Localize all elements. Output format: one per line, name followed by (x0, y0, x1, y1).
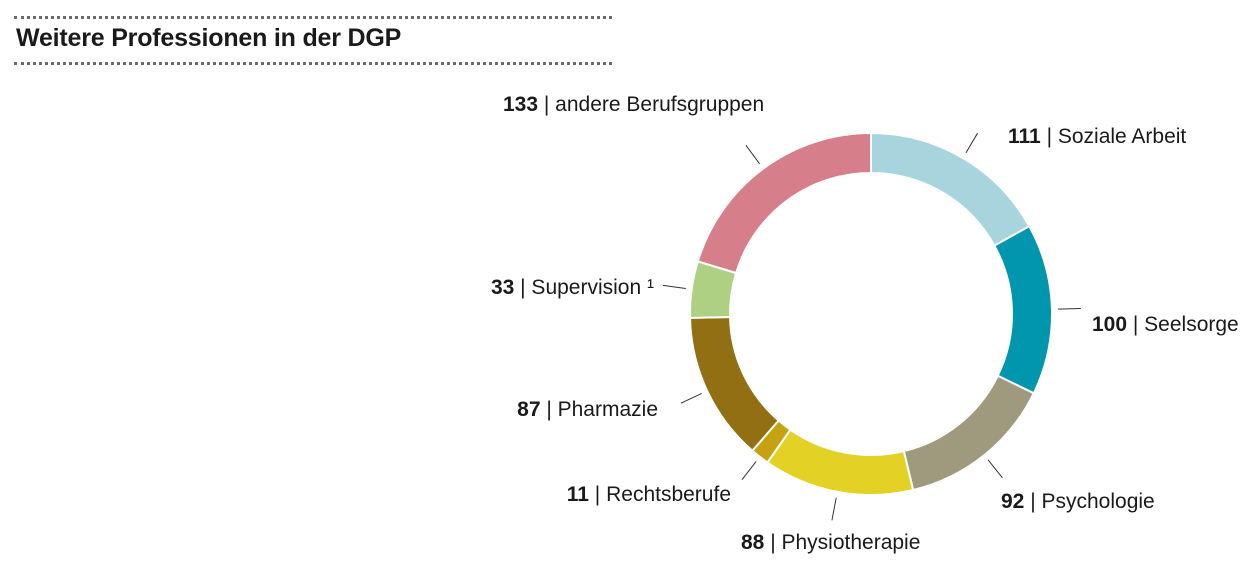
label-name-rechtsberufe: | Rechtsberufe (589, 483, 731, 506)
label-name-supervision: | Supervision ¹ (514, 276, 654, 299)
label-value-rechtsberufe: 11 (567, 483, 590, 506)
leader-psychologie (987, 459, 1003, 479)
donut-slices (689, 131, 1053, 496)
leader-lines (662, 132, 1081, 521)
label-physiotherapie: 88 | Physiotherapie (741, 531, 920, 554)
slice-soziale-arbeit (870, 131, 1031, 248)
slice-psychologie (902, 374, 1036, 492)
leader-pharmazie (680, 393, 702, 404)
label-seelsorge: 100 | Seelsorge (1092, 313, 1239, 336)
leader-andere-berufsgruppen (745, 145, 761, 165)
label-rechtsberufe: 11 | Rechtsberufe (567, 483, 731, 506)
label-name-pharmazie: | Pharmazie (541, 398, 659, 421)
label-value-pharmazie: 87 (517, 398, 540, 421)
label-soziale-arbeit: 111 | Soziale Arbeit (1008, 125, 1186, 148)
label-value-physiotherapie: 88 (741, 531, 765, 554)
slice-pharmazie (689, 316, 781, 453)
label-supervision: 33 | Supervision ¹ (491, 276, 654, 299)
label-value-supervision: 33 (491, 276, 514, 299)
title-rule-top (14, 16, 612, 19)
label-value-andere-berufsgruppen: 133 (503, 93, 538, 116)
slice-seelsorge (992, 224, 1053, 395)
label-name-physiotherapie: | Physiotherapie (764, 531, 920, 554)
label-name-soziale-arbeit: | Soziale Arbeit (1041, 125, 1187, 148)
leader-seelsorge (1057, 307, 1081, 310)
leader-physiotherapie (831, 497, 837, 521)
slice-andere-berufsgruppen (696, 131, 872, 275)
label-andere-berufsgruppen: 133 | andere Berufsgruppen (503, 93, 764, 116)
label-value-soziale-arbeit: 111 (1008, 125, 1041, 148)
label-psychologie: 92 | Psychologie (1001, 490, 1155, 513)
title-rule-bottom (14, 62, 612, 65)
label-name-seelsorge: | Seelsorge (1127, 313, 1239, 336)
leader-rechtsberufe (741, 461, 757, 480)
slice-labels: 111 | Soziale Arbeit 100 | Seelsorge 92 | … (491, 93, 1239, 554)
label-name-andere-berufsgruppen: | andere Berufsgruppen (538, 93, 764, 116)
label-pharmazie: 87 | Pharmazie (517, 398, 658, 421)
slice-physiotherapie (766, 428, 915, 496)
label-value-seelsorge: 100 (1092, 313, 1127, 336)
leader-supervision (662, 284, 686, 290)
label-value-psychologie: 92 (1001, 490, 1024, 513)
page-title: Weitere Professionen in der DGP (16, 24, 402, 52)
leader-soziale-arbeit (965, 132, 979, 154)
label-name-psychologie: | Psychologie (1024, 490, 1154, 513)
